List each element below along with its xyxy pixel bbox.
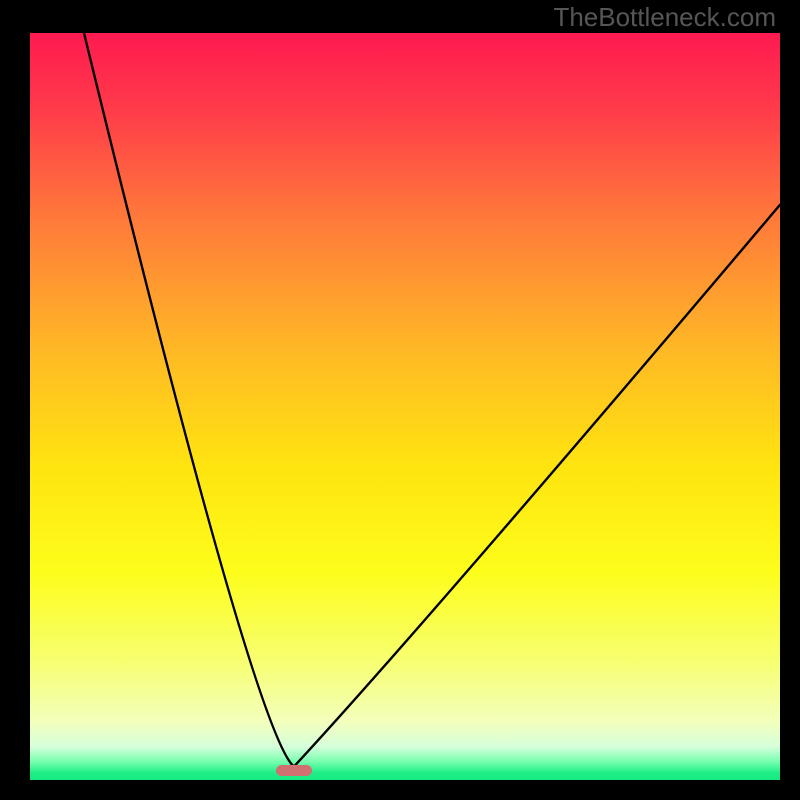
border-right bbox=[780, 0, 800, 800]
plot-area bbox=[30, 33, 780, 780]
border-left bbox=[0, 0, 30, 800]
bottleneck-curve bbox=[30, 33, 780, 780]
vertex-marker bbox=[276, 765, 312, 776]
watermark-text: TheBottleneck.com bbox=[553, 2, 776, 33]
curve-path bbox=[84, 33, 780, 767]
border-bottom bbox=[0, 780, 800, 800]
chart-frame: TheBottleneck.com bbox=[0, 0, 800, 800]
